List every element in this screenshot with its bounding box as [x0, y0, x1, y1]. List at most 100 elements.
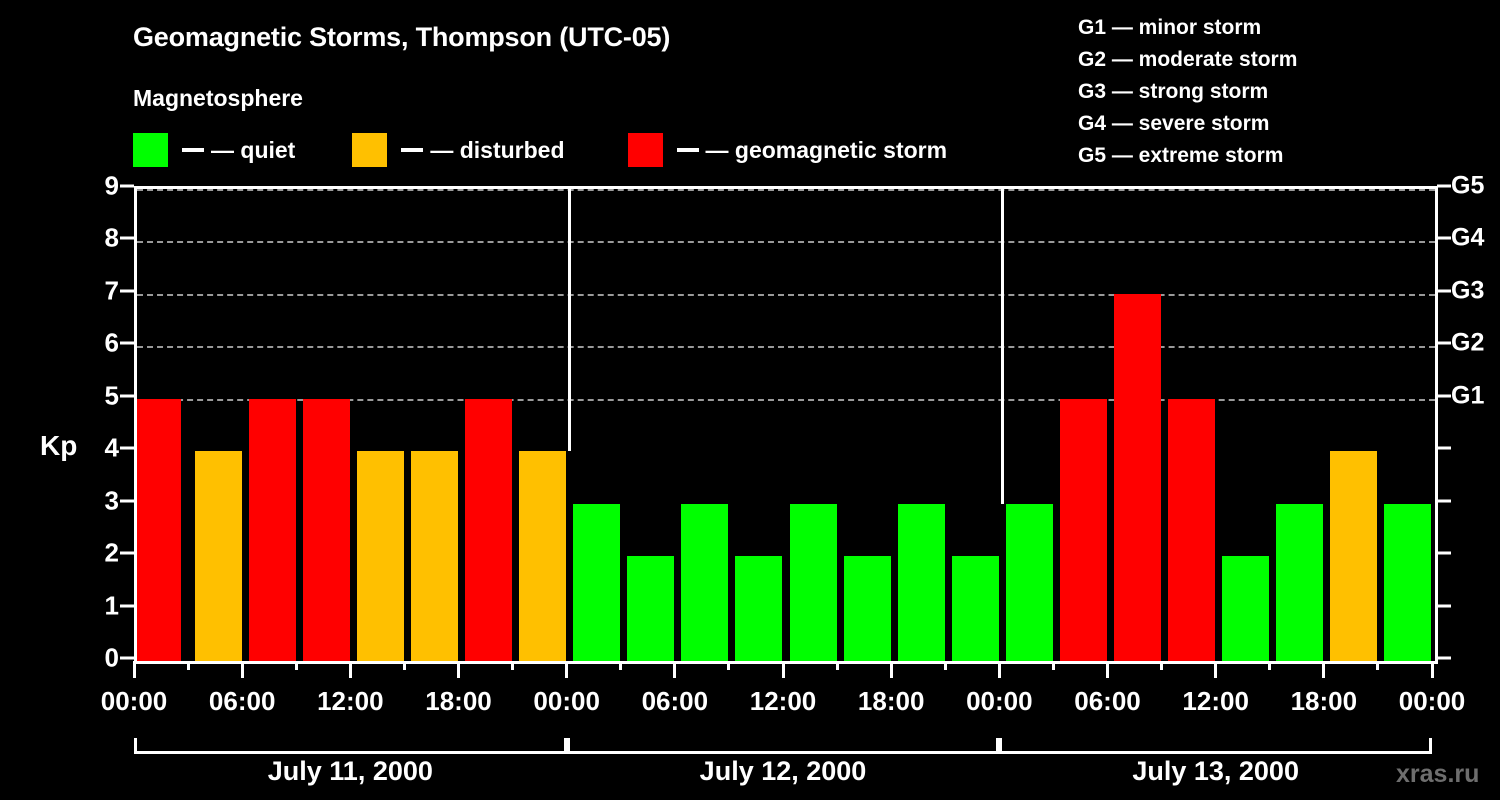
x-minor-mark-17 — [1051, 661, 1055, 670]
x-tick-mark-22 — [1322, 661, 1326, 678]
y-tick-label-5: 5 — [104, 380, 119, 411]
y-tick-mark-5 — [120, 394, 134, 398]
x-minor-mark-9 — [619, 661, 623, 670]
g-minor-mark-kp-3 — [1437, 499, 1451, 503]
day-bracket-1 — [566, 738, 1000, 754]
x-minor-mark-19 — [1160, 661, 1164, 670]
x-tick-label-3: 18:00 — [425, 686, 492, 716]
gridline-kp-7 — [137, 293, 1435, 296]
gscale-row-g1: G1 — minor storm — [1078, 16, 1262, 39]
legend-dash-icon — [676, 148, 699, 152]
bar-11 — [735, 556, 783, 661]
bar-10 — [681, 503, 729, 661]
g-minor-mark-kp-2 — [1437, 551, 1451, 555]
storm-swatch-icon — [627, 133, 663, 167]
g-tick-label-G3: G3 — [1451, 276, 1485, 305]
x-tick-label-11: 18:00 — [1290, 686, 1358, 716]
g-tick-mark-G2 — [1437, 341, 1451, 345]
plot-area — [134, 186, 1438, 664]
x-minor-mark-21 — [1268, 661, 1272, 670]
bar-6 — [465, 398, 513, 661]
x-minor-mark-7 — [511, 661, 515, 670]
bar-20 — [1222, 556, 1270, 661]
y-tick-mark-8 — [120, 236, 134, 240]
x-tick-mark-18 — [1106, 661, 1109, 678]
day-label-1: July 12, 2000 — [699, 756, 867, 786]
legend-label-disturbed: — disturbed — [430, 136, 565, 163]
bar-14 — [897, 503, 945, 661]
y-axis-title: Kp — [40, 430, 78, 461]
bar-15 — [951, 556, 999, 661]
legend-item-quiet: — quiet — [133, 133, 295, 167]
x-tick-label-12: 00:00 — [1398, 686, 1466, 716]
x-minor-mark-5 — [402, 661, 406, 670]
legend-label-quiet: — quiet — [211, 136, 296, 163]
y-tick-label-9: 9 — [104, 170, 119, 201]
x-tick-label-0: 00:00 — [100, 686, 168, 716]
legend-label-storm: — geomagnetic storm — [705, 136, 948, 163]
gscale-row-g4: G4 — severe storm — [1078, 112, 1270, 135]
y-tick-label-0: 0 — [104, 642, 119, 673]
bar-21 — [1276, 503, 1324, 661]
y-tick-label-1: 1 — [104, 590, 119, 621]
bar-19 — [1168, 398, 1216, 661]
g-minor-mark-kp-1 — [1437, 604, 1451, 608]
plot-inner — [137, 189, 1435, 661]
day-label-0: July 11, 2000 — [267, 756, 433, 786]
bar-3 — [302, 398, 350, 661]
g-tick-label-G1: G1 — [1451, 381, 1485, 410]
g-tick-label-G4: G4 — [1451, 223, 1485, 252]
gridline-kp-8 — [137, 241, 1435, 244]
x-tick-mark-24 — [1430, 661, 1434, 678]
g-minor-mark-kp-0 — [1437, 656, 1451, 660]
g-tick-label-G5: G5 — [1451, 171, 1485, 200]
y-tick-mark-2 — [120, 551, 134, 555]
x-tick-label-1: 06:00 — [208, 686, 276, 716]
gridline-kp-9 — [137, 189, 1435, 191]
x-tick-mark-2 — [240, 661, 244, 678]
y-tick-mark-3 — [120, 499, 134, 503]
bar-9 — [627, 556, 675, 661]
g-tick-mark-G3 — [1437, 289, 1451, 293]
legend-item-storm: — geomagnetic storm — [627, 133, 948, 167]
gscale-row-g5: G5 — extreme storm — [1078, 144, 1284, 167]
legend-dash-icon — [401, 148, 424, 152]
x-tick-label-7: 18:00 — [857, 686, 925, 716]
g-tick-mark-G4 — [1437, 236, 1451, 240]
x-minor-mark-23 — [1376, 661, 1380, 670]
y-tick-mark-1 — [120, 604, 134, 608]
y-tick-mark-9 — [120, 184, 134, 188]
x-minor-mark-11 — [727, 661, 731, 670]
page-title: Geomagnetic Storms, Thompson (UTC-05) — [133, 22, 671, 52]
x-tick-mark-12 — [781, 661, 785, 678]
gscale-row-g3: G3 — strong storm — [1078, 80, 1269, 103]
x-tick-mark-20 — [1214, 661, 1218, 678]
bar-8 — [573, 503, 621, 661]
x-minor-mark-15 — [943, 661, 947, 670]
x-tick-mark-14 — [889, 661, 893, 678]
x-minor-mark-1 — [186, 661, 190, 670]
x-tick-label-6: 12:00 — [749, 686, 817, 716]
x-tick-mark-6 — [457, 661, 460, 678]
bar-4 — [356, 451, 404, 661]
day-separator-16 — [1000, 189, 1004, 504]
y-tick-mark-7 — [120, 289, 134, 293]
gscale-row-g2: G2 — moderate storm — [1078, 48, 1298, 71]
x-tick-label-4: 00:00 — [533, 686, 600, 716]
magnetosphere-label: Magnetosphere — [133, 85, 303, 111]
x-tick-mark-0 — [132, 661, 136, 678]
bar-2 — [248, 398, 296, 661]
x-tick-label-9: 06:00 — [1074, 686, 1141, 716]
x-minor-mark-13 — [835, 661, 839, 670]
disturbed-swatch-icon — [352, 133, 388, 167]
bar-1 — [194, 451, 242, 661]
y-tick-mark-4 — [120, 446, 134, 450]
y-tick-label-4: 4 — [104, 432, 119, 463]
bar-12 — [789, 503, 837, 661]
quiet-swatch-icon — [133, 133, 168, 167]
gscale-legend: G1 — minor storm G2 — moderate storm G3 … — [1078, 12, 1297, 172]
x-tick-mark-16 — [997, 661, 1001, 678]
y-tick-label-7: 7 — [104, 275, 119, 306]
x-tick-label-10: 12:00 — [1182, 686, 1249, 716]
g-tick-label-G2: G2 — [1451, 328, 1485, 357]
